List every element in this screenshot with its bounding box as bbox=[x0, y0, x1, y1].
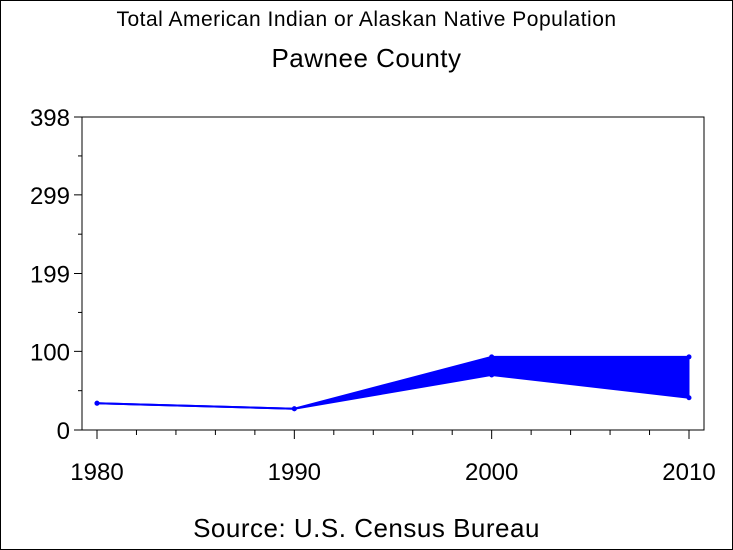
data-point bbox=[291, 406, 297, 412]
chart-source: Source: U.S. Census Bureau bbox=[193, 513, 540, 543]
y-tick-label: 398 bbox=[30, 105, 70, 132]
x-axis: 1980 1990 2000 2010 bbox=[70, 430, 716, 486]
x-tick-label: 1990 bbox=[268, 459, 321, 486]
chart-subtitle: Pawnee County bbox=[271, 43, 462, 73]
data-point bbox=[94, 400, 100, 406]
data-point bbox=[686, 354, 692, 360]
y-tick-label: 100 bbox=[30, 339, 70, 366]
data-point bbox=[686, 395, 692, 401]
y-tick-label: 0 bbox=[57, 418, 70, 445]
y-tick-label: 299 bbox=[30, 183, 70, 210]
x-tick-label: 2010 bbox=[662, 459, 715, 486]
chart-title: Total American Indian or Alaskan Native … bbox=[116, 8, 617, 31]
data-point bbox=[489, 372, 495, 378]
y-axis: 0 100 199 299 398 bbox=[30, 105, 82, 445]
y-tick-label: 199 bbox=[30, 262, 70, 289]
x-tick-label: 1980 bbox=[70, 459, 123, 486]
series-layer bbox=[94, 354, 692, 412]
data-point bbox=[489, 354, 495, 360]
x-tick-label: 2000 bbox=[465, 459, 518, 486]
series-line-2 bbox=[96, 373, 690, 410]
